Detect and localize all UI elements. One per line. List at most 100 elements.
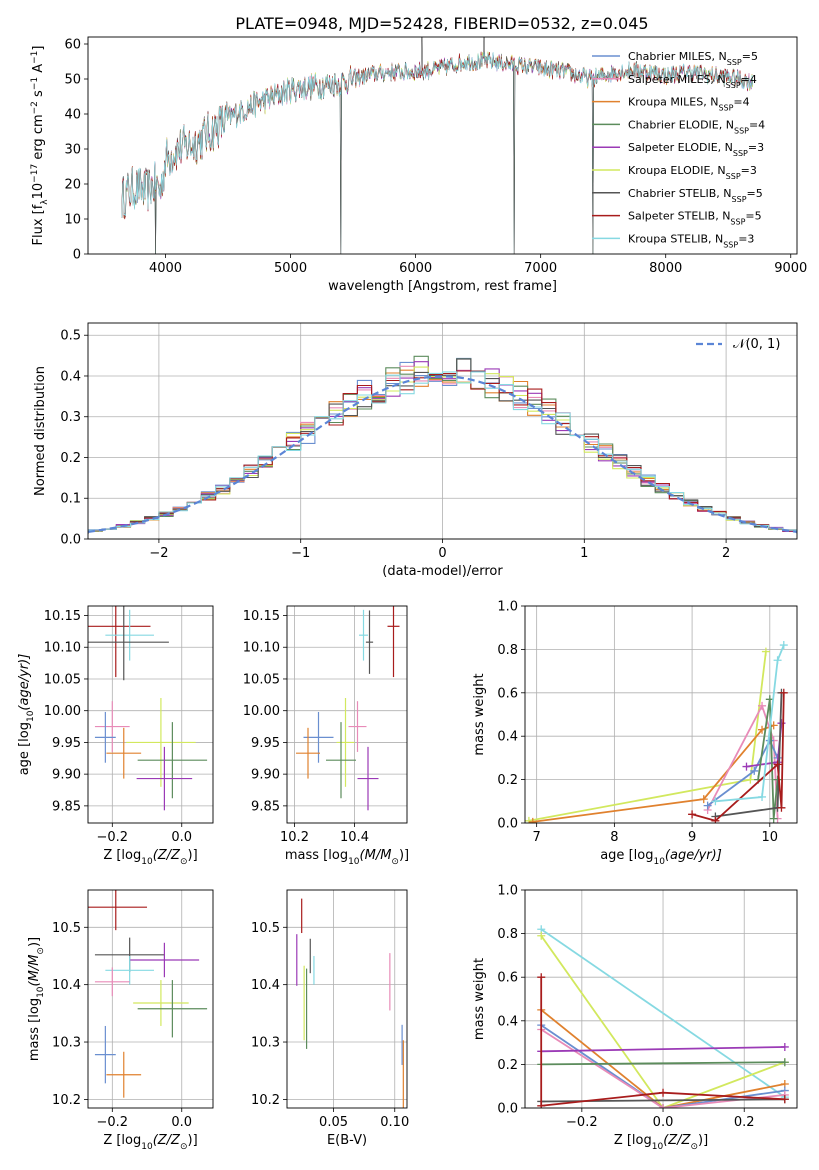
y-tick-label: 0.5 bbox=[60, 329, 81, 344]
errorbar-point-ce bbox=[326, 722, 356, 799]
x-tick-label: 7 bbox=[533, 830, 541, 845]
age_vs_mass-frame bbox=[286, 605, 408, 824]
y-tick-label: 0.0 bbox=[497, 817, 518, 832]
y-tick-label: 10.5 bbox=[251, 921, 280, 936]
errorbar-point-ks bbox=[359, 609, 368, 661]
normal-curve bbox=[88, 375, 797, 533]
y-tick-label: 0.1 bbox=[60, 492, 81, 507]
x-tick-label: 1 bbox=[580, 546, 588, 561]
y-tick-label: 0.0 bbox=[60, 533, 81, 548]
x-tick-label: −2 bbox=[149, 546, 168, 561]
y-tick-label: 0 bbox=[73, 248, 81, 263]
y-tick-label: 9.90 bbox=[251, 768, 280, 783]
y-tick-label: 0.6 bbox=[497, 971, 518, 986]
y-tick-label: 0.8 bbox=[497, 927, 518, 942]
y-tick-label: 0.0 bbox=[497, 1102, 518, 1117]
mass_vs_ebv-frame bbox=[286, 889, 408, 1109]
y-tick-label: 10.15 bbox=[243, 609, 280, 624]
errorbar-point-cs bbox=[365, 610, 374, 674]
errorbar-point-km bbox=[106, 727, 142, 779]
x-tick-label: 10 bbox=[762, 830, 779, 845]
y-tick-label: 10.00 bbox=[44, 704, 81, 719]
errorbar-point-se bbox=[136, 746, 193, 811]
errorbar-point-se bbox=[129, 942, 200, 978]
mass_vs_ebv-axes: 0.05 0.10 10.2 10.3 10.4 10.5 bbox=[251, 890, 409, 1130]
weight-series-ce bbox=[754, 695, 782, 823]
y-tick-label: 10.00 bbox=[243, 704, 280, 719]
x-axis-label: E(B-V) bbox=[327, 1133, 367, 1148]
age_vs_z-frame bbox=[87, 605, 214, 824]
x-axis-label: mass [log10(M/M⊙)] bbox=[285, 848, 409, 867]
y-axis-label: mass [log10(M/M⊙)] bbox=[27, 937, 46, 1061]
y-tick-label: 0.2 bbox=[497, 773, 518, 788]
y-tick-label: 10.15 bbox=[44, 609, 81, 624]
y-tick-label: 10.05 bbox=[44, 672, 81, 687]
x-tick-label: 0.10 bbox=[380, 1115, 409, 1130]
y-tick-label: 10.2 bbox=[251, 1093, 280, 1108]
y-tick-label: 0.2 bbox=[497, 1058, 518, 1073]
legend-entry: Salpeter MILES, NSSP=4 bbox=[628, 73, 757, 90]
y-tick-label: 30 bbox=[64, 143, 81, 158]
errorbar-point-ce bbox=[137, 980, 208, 1038]
x-axis-label: Z [log10(Z/Z⊙)] bbox=[103, 848, 197, 867]
errorbar-point-ks bbox=[105, 955, 154, 985]
legend-entry: Salpeter ELODIE, NSSP=3 bbox=[628, 141, 764, 158]
x-tick-label: 2 bbox=[722, 546, 730, 561]
y-tick-label: 10.5 bbox=[52, 921, 81, 936]
mass_vs_z-frame bbox=[87, 889, 214, 1109]
y-tick-label: 0.2 bbox=[60, 451, 81, 466]
x-axis-label: Z [log10(Z/Z⊙)] bbox=[614, 1133, 708, 1152]
y-tick-label: 9.95 bbox=[52, 736, 81, 751]
errorbar-point-km bbox=[296, 727, 320, 779]
x-tick-label: 0.2 bbox=[734, 1115, 755, 1130]
x-tick-label: 0.05 bbox=[319, 1115, 348, 1130]
weight-series-ke bbox=[525, 647, 770, 823]
y-tick-label: 0.4 bbox=[60, 369, 81, 384]
x-tick-label: 9000 bbox=[774, 261, 807, 276]
x-tick-label: 5000 bbox=[274, 261, 307, 276]
y-tick-label: 0.6 bbox=[497, 686, 518, 701]
y-tick-label: 10.3 bbox=[52, 1036, 81, 1051]
residuals-frame bbox=[87, 322, 798, 540]
y-tick-label: 9.85 bbox=[251, 799, 280, 814]
figure-title: PLATE=0948, MJD=52428, FIBERID=0532, z=0… bbox=[235, 14, 648, 33]
legend-entry: Salpeter STELIB, NSSP=5 bbox=[628, 210, 762, 227]
weight_vs_z-frame bbox=[524, 889, 798, 1109]
y-tick-label: 0.3 bbox=[60, 410, 81, 425]
spectrum-axes: 4000 5000 6000 7000 8000 9000 0 10 20 30 40 50 60 bbox=[64, 38, 807, 277]
legend-entry: Kroupa STELIB, NSSP=3 bbox=[628, 232, 754, 249]
weight_vs_age-frame bbox=[524, 605, 798, 824]
x-axis-label: wavelength [Angstrom, rest frame] bbox=[328, 279, 557, 294]
errorbar-point-cm bbox=[94, 1025, 116, 1084]
errorbar-point-cs bbox=[88, 606, 169, 681]
y-axis-label: mass weight bbox=[472, 958, 487, 1040]
legend-entry: Chabrier STELIB, NSSP=5 bbox=[628, 187, 763, 204]
y-axis-label: Flux [fλ10−17 erg cm−2 s−1 A−1] bbox=[30, 46, 50, 246]
x-tick-label: −0.2 bbox=[566, 1115, 598, 1130]
y-tick-label: 1.0 bbox=[497, 600, 518, 615]
y-tick-label: 9.90 bbox=[52, 768, 81, 783]
legend: Chabrier MILES, NSSP=5 Salpeter MILES, NS… bbox=[592, 50, 765, 249]
y-tick-label: 10 bbox=[64, 213, 81, 228]
errorbar-point-se bbox=[357, 746, 379, 811]
y-axis-label: Normed distribution bbox=[33, 366, 48, 496]
errorbar-point-sm bbox=[94, 701, 130, 752]
legend-entry: Chabrier MILES, NSSP=5 bbox=[628, 50, 758, 67]
y-tick-label: 0.4 bbox=[497, 1014, 518, 1029]
errorbar-point-ke bbox=[336, 698, 355, 787]
y-tick-label: 10.10 bbox=[243, 641, 280, 656]
x-tick-label: 4000 bbox=[149, 261, 182, 276]
y-tick-label: 9.85 bbox=[52, 799, 81, 814]
weight_vs_age-axes: 7 8 9 10 0.0 0.2 0.4 0.6 0.8 1.0 bbox=[497, 600, 797, 845]
x-axis-label: (data-model)/error bbox=[382, 564, 503, 579]
x-tick-label: 0.0 bbox=[171, 1115, 192, 1130]
x-tick-label: −0.2 bbox=[97, 830, 129, 845]
legend-entry: Kroupa ELODIE, NSSP=3 bbox=[628, 164, 757, 181]
spectrum-frame bbox=[87, 36, 798, 255]
y-tick-label: 20 bbox=[64, 178, 81, 193]
y-tick-label: 9.95 bbox=[251, 736, 280, 751]
x-axis-label: age [log10(age/yr)] bbox=[600, 848, 722, 867]
weight-series-km bbox=[528, 721, 778, 823]
y-tick-label: 40 bbox=[64, 108, 81, 123]
